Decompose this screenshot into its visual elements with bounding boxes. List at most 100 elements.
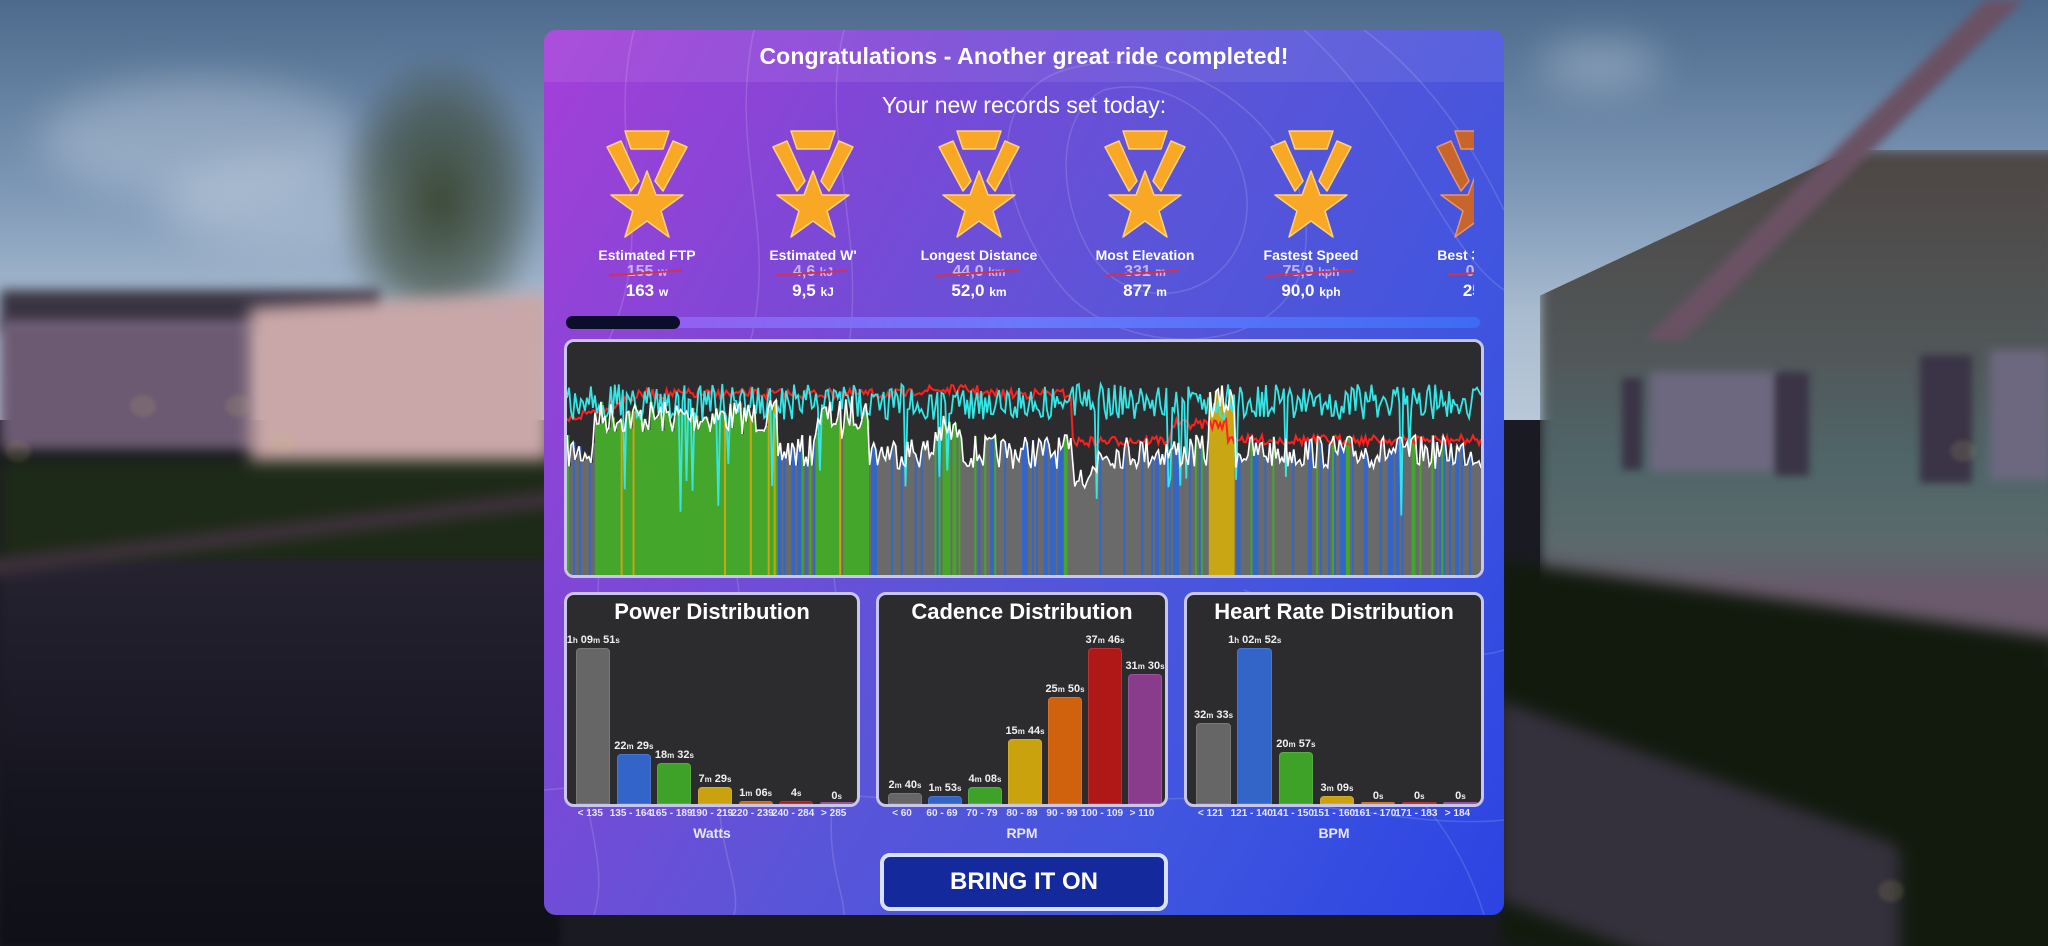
x-tick-label: < 121 (1197, 808, 1224, 819)
record-previous-value: 155 w (626, 263, 668, 280)
x-tick-label: 240 - 284 (772, 808, 815, 819)
medal-star-icon (1270, 130, 1352, 238)
records-scrollbar-track[interactable] (566, 317, 1480, 328)
record-new-value: 52,0 km (951, 281, 1007, 300)
bokeh (130, 395, 156, 417)
power-distribution-chart: Power Distribution 1h 09m 51s 22m 29s 18m … (564, 592, 860, 807)
ride-graph-plot (567, 380, 1481, 575)
window (1990, 350, 2048, 480)
record-item: Estimated FTP 155 w 163 w (564, 125, 730, 302)
bar-value-label: 15m 44s (1005, 725, 1045, 738)
x-tick-label: 135 - 164 (609, 808, 652, 819)
x-tick-label: 220 - 239 (731, 808, 774, 819)
ride-graph (564, 339, 1484, 578)
distribution-bar (1360, 802, 1396, 804)
bokeh (270, 432, 296, 454)
distribution-bar (888, 793, 922, 804)
distribution-bar (819, 802, 854, 804)
record-item: Best 30 Day 0 w 250 (1394, 125, 1474, 302)
heart-rate-distribution-title: Heart Rate Distribution (1214, 599, 1454, 624)
cadence-distribution-bars: 2m 40s 1m 53s 4m 08s 15m 44s 25m 50s 37m 46s 3… (885, 634, 1165, 804)
power-distribution-bars: 1h 09m 51s 22m 29s 18m 32s 7m 29s 1m 06s 4s 0s (567, 634, 854, 804)
bar-value-label: 1m 06s (739, 787, 773, 799)
x-tick-label: > 184 (1444, 808, 1471, 819)
records-row: Estimated FTP 155 w 163 w Estimated W' 4… (564, 125, 1474, 302)
distribution-bar (657, 762, 692, 804)
record-previous-value: 331 m (1124, 263, 1166, 280)
bar-value-label: 25m 50s (1045, 683, 1085, 696)
heart-rate-distribution-x-ticks: < 121 121 - 140 141 - 150 151 - 160 161 - 17… (1184, 808, 1484, 822)
distribution-bar (1319, 796, 1355, 804)
distribution-bar (576, 648, 611, 804)
bar-value-label: 4m 08s (968, 772, 1002, 785)
power-distribution-title: Power Distribution (614, 599, 810, 624)
x-tick-label: < 135 (577, 808, 603, 819)
x-tick-label: 165 - 189 (650, 808, 693, 819)
x-tick-label: 151 - 160 (1312, 808, 1356, 819)
bar-value-label: 31m 30s (1125, 659, 1165, 672)
x-tick-label: 60 - 69 (926, 808, 958, 819)
record-previous-value: 75,9 kph (1282, 263, 1340, 280)
power-distribution-x-label: Watts (693, 825, 731, 841)
cadence-distribution-title: Cadence Distribution (911, 599, 1133, 624)
record-previous-value: 4,6 kJ (792, 263, 834, 280)
cloud (40, 80, 360, 200)
distribution-bar (928, 796, 962, 804)
distribution-bar (1402, 802, 1437, 804)
power-distribution-x-ticks: < 135 135 - 164 165 - 189 190 - 219 220 - 23… (564, 808, 860, 822)
distribution-bar (1196, 723, 1231, 804)
distribution-bar (1128, 673, 1162, 804)
bar-value-label: 1h 02m 52s (1228, 634, 1282, 646)
x-tick-label: 141 - 150 (1271, 808, 1314, 819)
record-label: Most Elevation (1095, 247, 1195, 263)
record-item: Estimated W' 4,6 kJ 9,5 kJ (730, 125, 896, 302)
x-tick-label: 80 - 89 (1006, 808, 1038, 819)
bar-value-label: 7m 29s (698, 773, 732, 786)
bar-value-label: 0s (1372, 790, 1384, 802)
bar-value-label: 22m 29s (614, 739, 654, 752)
heart-rate-distribution-bars: 32m 33s 1h 02m 52s 20m 57s 3m 09s 0s 0s 0s (1193, 634, 1478, 804)
heart-rate-distribution-x-label: BPM (1318, 825, 1350, 841)
x-tick-label: 100 - 109 (1080, 808, 1124, 819)
record-item: Longest Distance 44,0 km 52,0 km (896, 125, 1062, 302)
record-label: Estimated W' (769, 247, 857, 263)
medal-star-icon (1104, 130, 1186, 238)
x-tick-label: 171 - 183 (1395, 808, 1438, 819)
heart-rate-distribution-chart: Heart Rate Distribution 32m 33s 1h 02m 52… (1184, 592, 1484, 807)
shutter (1920, 355, 1972, 483)
ride-summary-panel: Congratulations - Another great ride com… (544, 30, 1504, 915)
records-carousel[interactable]: Estimated FTP 155 w 163 w Estimated W' 4… (564, 125, 1474, 345)
record-item: Fastest Speed 75,9 kph 90,0 kph (1228, 125, 1394, 302)
bring-it-on-button[interactable]: BRING IT ON (880, 853, 1168, 911)
distribution-bar (1278, 752, 1314, 804)
record-item: Most Elevation 331 m 877 m (1062, 125, 1228, 302)
distribution-bar (1237, 648, 1272, 804)
bokeh (5, 440, 31, 462)
distribution-bar (1048, 697, 1082, 804)
distribution-bar (697, 787, 733, 804)
shutter (1775, 372, 1809, 476)
bar-value-label: 32m 33s (1194, 709, 1234, 722)
bar-value-label: 0s (1413, 790, 1425, 802)
x-tick-label: 161 - 170 (1354, 808, 1397, 819)
bokeh (1950, 440, 1976, 462)
distribution-bar (616, 753, 651, 804)
distribution-bar (738, 801, 773, 804)
distribution-bar (1088, 648, 1122, 804)
x-tick-label: 190 - 219 (690, 808, 734, 819)
window (1650, 372, 1780, 472)
x-tick-label: < 60 (892, 808, 912, 819)
bokeh (1878, 880, 1904, 902)
record-new-value: 250 (1462, 281, 1474, 300)
cadence-distribution-chart: Cadence Distribution 2m 40s 1m 53s 4m 08s 1… (876, 592, 1168, 807)
cadence-distribution-x-ticks: < 60 60 - 69 70 - 79 80 - 89 90 - 99 100 - 10… (876, 808, 1168, 822)
record-new-value: 9,5 kJ (792, 281, 834, 300)
record-previous-value: 0 w (1466, 263, 1474, 281)
distribution-bar (1443, 802, 1478, 804)
bar-value-label: 0s (1455, 790, 1466, 802)
bar-value-label: 20m 57s (1276, 738, 1316, 751)
distribution-bar (968, 786, 1002, 804)
records-scrollbar-thumb[interactable] (566, 316, 680, 329)
record-label: Best 30 Day (1437, 247, 1474, 263)
bar-value-label: 37m 46s (1085, 634, 1125, 646)
